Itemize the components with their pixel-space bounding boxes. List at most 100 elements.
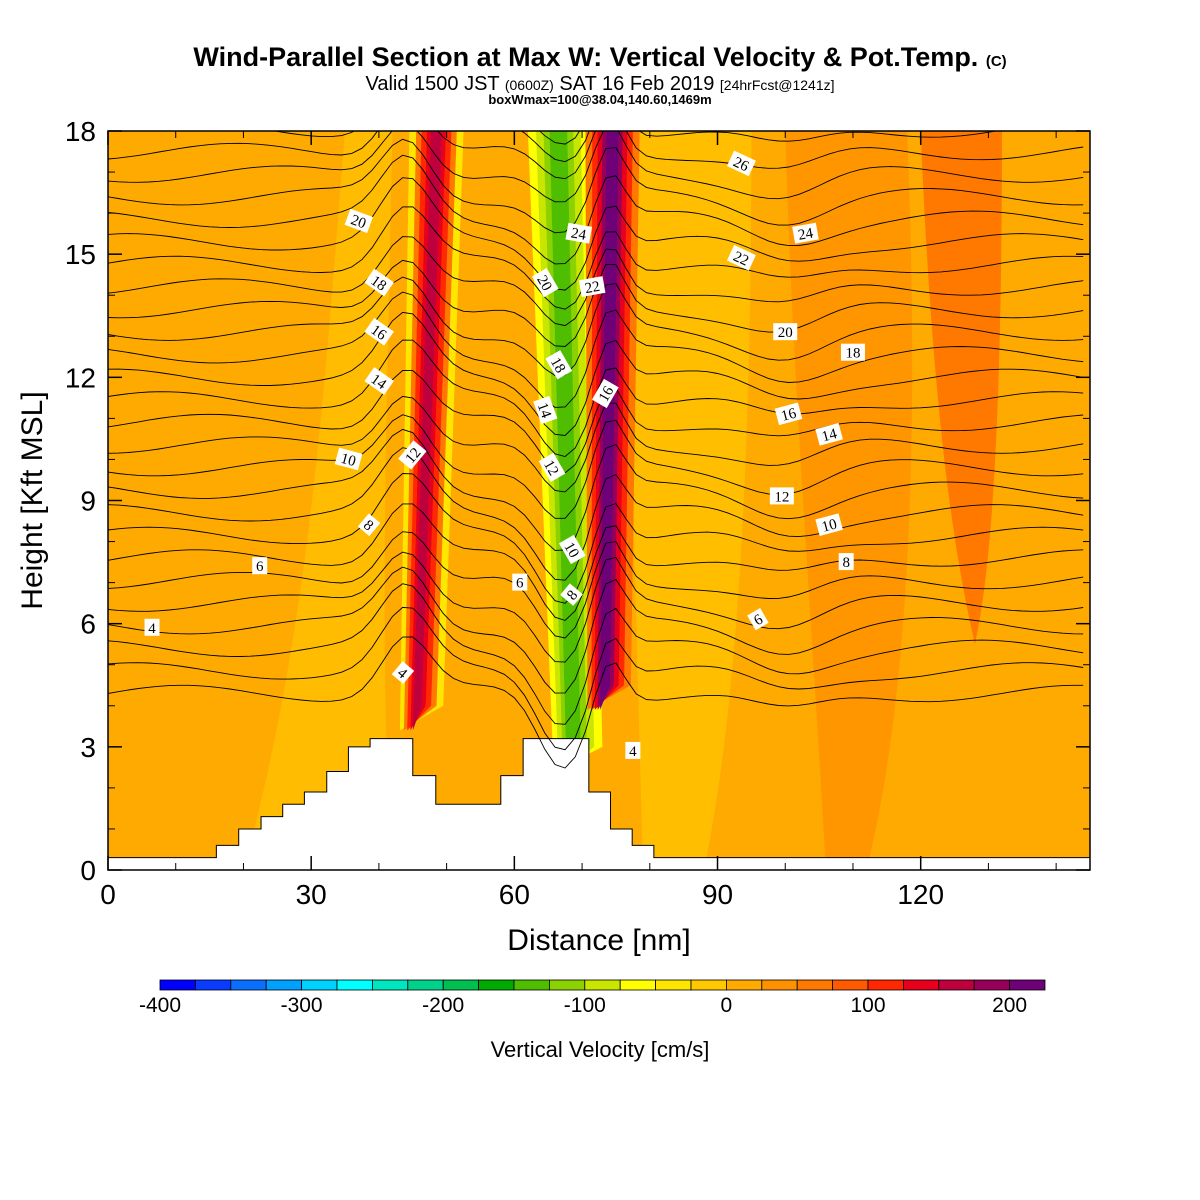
contour-label-text: 22 [584, 279, 602, 297]
contour-label-box [578, 276, 606, 297]
contour-label: 12 [538, 452, 566, 483]
contour-label: 6 [252, 557, 268, 575]
contour-label-text: 24 [570, 225, 588, 243]
colorbar-swatch [336, 979, 373, 991]
contour-label: 4 [391, 661, 415, 684]
y-tick-label: 3 [80, 732, 96, 763]
contour-label: 26 [726, 150, 756, 177]
colorbar-tick-label: -100 [564, 994, 606, 1017]
contour-label: 8 [560, 583, 583, 606]
field-zone-weak-down [243, 131, 393, 870]
colorbar-tick-label: -200 [422, 994, 464, 1017]
colorbar-swatch [761, 979, 798, 991]
theta-contour-line [108, 636, 1084, 769]
colorbar-tick-label: -300 [281, 994, 323, 1017]
contour-label-text: 6 [516, 576, 524, 592]
contour-label-box [815, 513, 843, 536]
colorbar-tick-label: 200 [992, 994, 1027, 1017]
contour-label: 24 [565, 222, 593, 244]
colorbar-swatch [230, 979, 267, 991]
contour-label-box [769, 487, 794, 505]
colorbar-swatch [867, 979, 904, 991]
field-zone-orange-up [920, 131, 1002, 645]
colorbar-swatch [549, 979, 586, 991]
contour-label-box [144, 618, 160, 636]
contour-label-text: 14 [534, 401, 554, 421]
colorbar-swatch [265, 979, 303, 991]
theta-contour-line [108, 138, 1084, 234]
contour-label-text: 16 [780, 405, 799, 424]
colorbar-swatch [832, 979, 869, 991]
theta-contour-line [108, 131, 1084, 203]
contour-label: 10 [815, 513, 843, 536]
colorbar-tick-label: -400 [139, 994, 181, 1017]
contour-label: 12 [398, 440, 427, 470]
theta-contour-line [108, 473, 1084, 604]
contour-label-box [560, 583, 583, 606]
contour-label: 6 [512, 573, 528, 592]
contour-label-text: 20 [533, 273, 554, 294]
theta-contours [108, 111, 1084, 769]
colorbar-swatch [973, 979, 1011, 991]
theta-contour-line [108, 111, 1083, 121]
colorbar-swatch [903, 979, 940, 991]
theta-contour-line [108, 131, 1084, 180]
contour-label-box [533, 395, 558, 425]
y-axis-title: Height [Kft MSL] [16, 391, 49, 609]
theta-contour-line [108, 606, 1084, 751]
downdraft-band-center-3 [549, 131, 581, 772]
contour-label: 16 [364, 317, 394, 346]
x-tick-label: 120 [897, 879, 944, 910]
contour-label: 22 [726, 245, 756, 271]
contour-label: 18 [364, 268, 394, 297]
contour-label: 22 [578, 276, 606, 297]
contour-label: 4 [625, 741, 641, 760]
colorbar-swatch [584, 979, 621, 991]
contour-label-text: 10 [560, 540, 581, 561]
chart-box-info: boxWmax=100@38.04,140.60,1469m [488, 92, 712, 107]
contour-label-text: 24 [797, 225, 815, 243]
updraft-band-east-4 [600, 131, 619, 710]
contour-label-text: 8 [842, 555, 850, 571]
updraft-band-west-4 [412, 131, 442, 731]
colorbar-swatch [655, 979, 692, 991]
contour-label-text: 12 [540, 458, 561, 479]
contour-label: 24 [792, 222, 819, 244]
contour-label: 16 [774, 402, 803, 426]
contour-label: 10 [558, 534, 586, 565]
contour-label-box [334, 447, 363, 471]
contour-label-box [558, 534, 586, 565]
colorbar-swatch [301, 979, 338, 991]
theta-contour-line [108, 503, 1084, 621]
contour-label-box [840, 343, 865, 361]
contour-label-box [391, 661, 415, 684]
colorbar-swatch [159, 979, 196, 991]
theta-contour-line [108, 276, 1084, 376]
plot-area [108, 111, 1090, 870]
chart-subtitle: Valid 1500 JST (0600Z) SAT 16 Feb 2019 [… [365, 73, 835, 95]
contour-label-box [773, 323, 798, 341]
contour-label: 8 [357, 513, 381, 537]
theta-contour-line [108, 154, 1084, 265]
contour-label-box [815, 423, 843, 446]
contour-label: 10 [334, 447, 363, 471]
colorbar-title: Vertical Velocity [cm/s] [491, 1037, 710, 1062]
contour-label-text: 12 [774, 489, 789, 505]
contour-label-text: 10 [820, 516, 839, 535]
contour-label-text: 18 [845, 346, 860, 362]
contour-label-box [344, 208, 373, 233]
contour-label-box [625, 741, 641, 759]
contour-label-text: 20 [778, 325, 793, 341]
contour-label-box [726, 245, 756, 271]
contour-label-text: 4 [148, 621, 156, 637]
colorbar: -400 -300 -200 -100 0 100 200 Vertical Velocity… [139, 979, 1046, 1062]
contour-label-text: 6 [256, 559, 264, 575]
colorbar-swatch [194, 979, 232, 991]
contour-label-text: 18 [547, 355, 568, 376]
contour-label-box [545, 350, 573, 380]
contour-label: 16 [591, 378, 619, 409]
contour-label-text: 4 [629, 744, 637, 760]
contour-label-box [591, 378, 619, 409]
contour-label-box [565, 222, 593, 244]
colorbar-swatch [442, 979, 480, 991]
